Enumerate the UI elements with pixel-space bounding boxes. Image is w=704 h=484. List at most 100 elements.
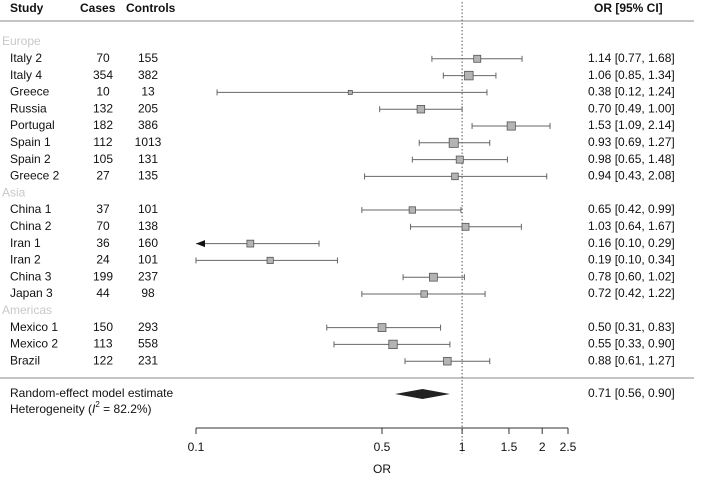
or-box xyxy=(416,105,426,114)
study-name: Spain 1 xyxy=(10,135,51,149)
estimate-label: 0.16 [0.10, 0.29] xyxy=(588,236,675,250)
cases: 182 xyxy=(93,118,113,132)
cases: 132 xyxy=(93,101,113,115)
cases: 354 xyxy=(93,68,113,82)
heterogeneity-suffix: = 82.2%) xyxy=(100,402,152,416)
summary-label: Random-effect model estimate xyxy=(10,386,174,400)
cases: 113 xyxy=(93,337,112,351)
controls: 293 xyxy=(138,320,158,334)
study-name: China 3 xyxy=(10,269,52,283)
cases: 10 xyxy=(96,85,110,99)
heterogeneity-prefix: Heterogeneity ( xyxy=(10,402,92,416)
or-box xyxy=(246,239,255,248)
study-name: Mexico 2 xyxy=(10,337,58,351)
estimate-label: 0.50 [0.31, 0.83] xyxy=(588,320,675,334)
x-tick-label: 1.5 xyxy=(501,440,518,454)
cases: 112 xyxy=(93,135,112,149)
controls: 1013 xyxy=(135,135,162,149)
cases: 122 xyxy=(93,353,113,367)
or-box xyxy=(408,206,416,214)
study-name: Brazil xyxy=(10,353,40,367)
estimate-label: 1.06 [0.85, 1.34] xyxy=(588,68,675,82)
study-name: China 1 xyxy=(10,202,52,216)
cases: 70 xyxy=(96,51,110,65)
study-name: Iran 2 xyxy=(10,253,41,267)
x-tick-label: 1 xyxy=(459,440,466,454)
study-name: Russia xyxy=(10,101,47,115)
cases: 70 xyxy=(96,219,110,233)
controls: 237 xyxy=(138,269,158,283)
study-name: Greece 2 xyxy=(10,169,60,183)
x-axis-label: OR xyxy=(373,462,391,476)
summary-diamond xyxy=(395,389,450,399)
estimate-header: OR [95% CI] xyxy=(594,1,663,15)
study-name: Italy 4 xyxy=(10,68,42,82)
or-box xyxy=(420,290,428,298)
or-box xyxy=(347,89,353,95)
or-box xyxy=(473,54,482,63)
estimate-label: 0.88 [0.61, 1.27] xyxy=(588,353,675,367)
controls: 558 xyxy=(138,337,158,351)
x-tick-label: 0.5 xyxy=(374,440,391,454)
cases: 105 xyxy=(93,152,113,166)
heterogeneity-exponent: 2 xyxy=(95,400,100,409)
study-name: Spain 2 xyxy=(10,152,51,166)
estimate-label: 1.53 [1.09, 2.14] xyxy=(588,118,675,132)
cases: 199 xyxy=(93,269,113,283)
controls: 231 xyxy=(138,353,158,367)
estimate-label: 1.03 [0.64, 1.67] xyxy=(588,219,675,233)
estimate-label: 0.98 [0.65, 1.48] xyxy=(588,152,675,166)
controls: 138 xyxy=(138,219,158,233)
study-name: Iran 1 xyxy=(10,236,41,250)
study-name: Mexico 1 xyxy=(10,320,58,334)
controls: 131 xyxy=(138,152,158,166)
study-header: Study xyxy=(10,1,44,15)
summary-estimate: 0.71 [0.56, 0.90] xyxy=(588,386,675,400)
controls-header: Controls xyxy=(126,1,176,15)
x-tick-label: 2 xyxy=(539,440,546,454)
or-box xyxy=(388,339,398,350)
controls: 101 xyxy=(138,253,158,267)
or-box xyxy=(506,121,516,131)
study-name: Italy 2 xyxy=(10,51,42,65)
or-box xyxy=(443,356,452,366)
study-name: Japan 3 xyxy=(10,286,53,300)
estimate-label: 0.93 [0.69, 1.27] xyxy=(588,135,675,149)
study-name: Greece xyxy=(10,85,50,99)
controls: 160 xyxy=(138,236,158,250)
controls: 98 xyxy=(141,286,155,300)
cases: 24 xyxy=(96,253,110,267)
estimate-label: 0.94 [0.43, 2.08] xyxy=(588,169,675,183)
estimate-label: 0.70 [0.49, 1.00] xyxy=(588,101,675,115)
cases: 27 xyxy=(96,169,110,183)
heterogeneity-symbol: I xyxy=(92,402,96,416)
controls: 101 xyxy=(138,202,158,216)
cases-header: Cases xyxy=(80,1,116,15)
estimate-label: 0.72 [0.42, 1.22] xyxy=(588,286,675,300)
estimate-label: 0.65 [0.42, 0.99] xyxy=(588,202,675,216)
or-box xyxy=(451,172,459,181)
controls: 135 xyxy=(138,169,158,183)
controls: 155 xyxy=(138,51,158,65)
study-name: Portugal xyxy=(10,118,55,132)
ci-arrow xyxy=(196,240,205,248)
or-box xyxy=(461,222,470,231)
group-label: Americas xyxy=(2,303,52,317)
or-box xyxy=(455,155,464,164)
estimate-label: 0.78 [0.60, 1.02] xyxy=(588,269,675,283)
group-label: Europe xyxy=(2,34,41,48)
study-name: China 2 xyxy=(10,219,52,233)
or-box xyxy=(448,137,459,148)
x-tick-label: 0.1 xyxy=(188,440,205,454)
controls: 13 xyxy=(141,85,155,99)
controls: 205 xyxy=(138,101,158,115)
heterogeneity: Heterogeneity (I2 = 82.2%) xyxy=(10,400,152,416)
cases: 36 xyxy=(96,236,110,250)
or-box xyxy=(429,272,438,282)
cases: 44 xyxy=(96,286,110,300)
estimate-label: 1.14 [0.77, 1.68] xyxy=(588,51,675,65)
group-label: Asia xyxy=(2,185,26,199)
cases: 150 xyxy=(93,320,113,334)
estimate-label: 0.38 [0.12, 1.24] xyxy=(588,85,675,99)
